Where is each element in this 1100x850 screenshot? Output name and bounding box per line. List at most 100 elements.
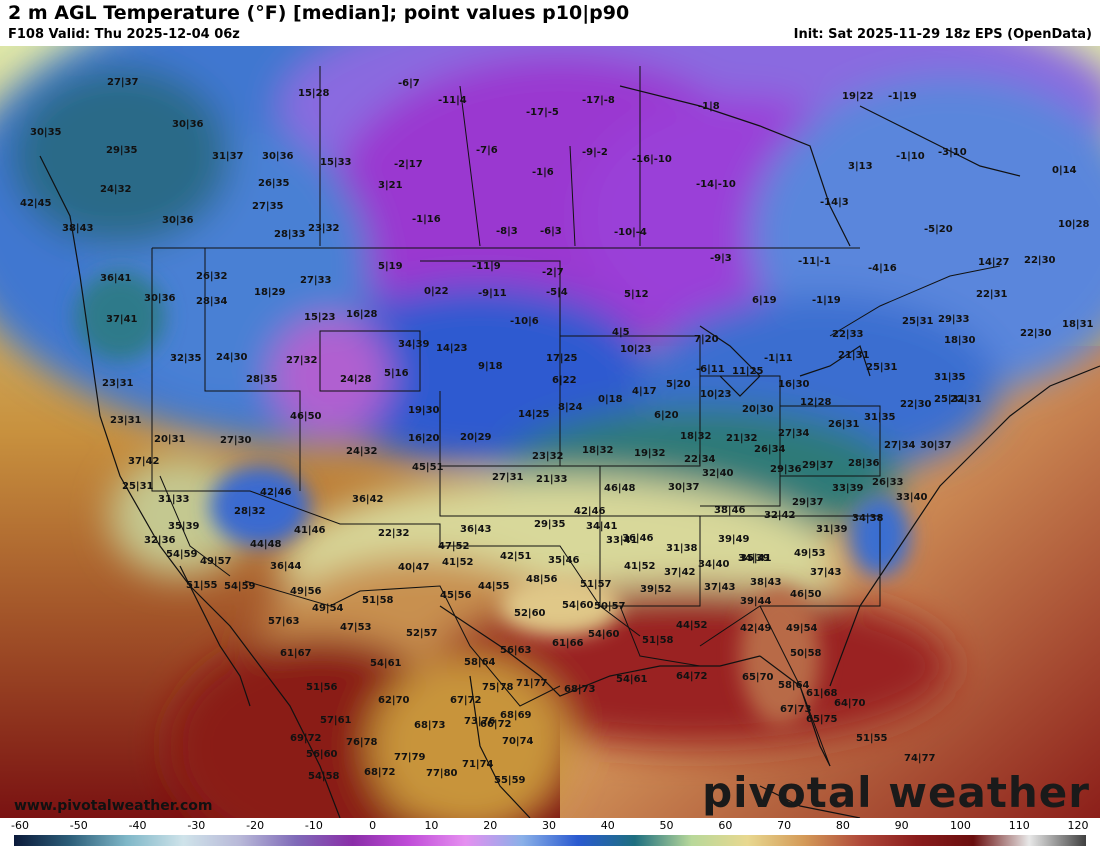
point-value: 45|56 <box>440 590 472 601</box>
point-value: 52|57 <box>406 628 438 639</box>
watermark: pivotal weather <box>702 768 1090 817</box>
point-value: 42|46 <box>574 506 606 517</box>
point-value: 24|30 <box>216 352 248 363</box>
point-value: -1|8 <box>698 101 720 112</box>
point-value: 42|46 <box>260 487 292 498</box>
colorbar-gradient <box>14 835 1086 846</box>
source-url[interactable]: www.pivotalweather.com <box>14 798 213 814</box>
point-value: 5|12 <box>624 289 649 300</box>
valid-time: F108 Valid: Thu 2025-12-04 06z <box>8 27 240 42</box>
colorbar-label: -20 <box>246 819 265 832</box>
point-value: 23|31 <box>110 415 142 426</box>
point-value: 54|60 <box>588 629 620 640</box>
colorbar-label: 20 <box>483 819 498 832</box>
point-value: 20|31 <box>154 434 186 445</box>
point-value: 42|49 <box>740 623 772 634</box>
temperature-fill <box>0 46 1100 818</box>
point-value: 42|51 <box>500 551 532 562</box>
point-value: 54|61 <box>616 674 648 685</box>
point-value: 57|63 <box>268 616 300 627</box>
point-value: -6|11 <box>696 364 725 375</box>
point-values: 27|37 15|28 -6|7 -17|-8 -1|8 19|22 -1|19… <box>20 77 1094 786</box>
point-value: 25|31 <box>934 394 966 405</box>
colorbar-label: 50 <box>659 819 674 832</box>
colorbar-label: -10 <box>304 819 323 832</box>
point-value: 32|36 <box>144 535 176 546</box>
point-value: 18|30 <box>944 335 976 346</box>
point-value: 31|39 <box>816 524 848 535</box>
point-value: 20|29 <box>460 432 492 443</box>
point-value: 68|72 <box>364 767 396 778</box>
point-value: 34|41 <box>586 521 618 532</box>
point-value: 54|59 <box>166 549 198 560</box>
point-value: 4|17 <box>632 386 657 397</box>
point-value: 22|31 <box>976 289 1008 300</box>
point-value: 41|52 <box>624 561 656 572</box>
point-value: 11|25 <box>732 366 764 377</box>
point-value: 49|53 <box>794 548 826 559</box>
point-value: 56|63 <box>500 645 532 656</box>
point-value: 49|56 <box>290 586 322 597</box>
point-value: -1|19 <box>812 295 841 306</box>
point-value: -10|-4 <box>614 227 647 238</box>
point-value: -1|10 <box>896 151 925 162</box>
point-value: 27|34 <box>884 440 916 451</box>
point-value: 9|18 <box>478 361 503 372</box>
point-value: 26|34 <box>754 444 786 455</box>
point-value: 76|78 <box>346 737 378 748</box>
point-value: 66|72 <box>480 719 512 730</box>
point-value: 23|32 <box>308 223 340 234</box>
point-value: 14|27 <box>978 257 1010 268</box>
point-value: -8|3 <box>496 226 518 237</box>
point-value: 32|40 <box>702 468 734 479</box>
point-value: 22|31 <box>950 394 982 405</box>
colorbar-label: -50 <box>69 819 88 832</box>
point-value: 24|32 <box>100 184 132 195</box>
point-value: 16|30 <box>778 379 810 390</box>
point-value: -10|6 <box>510 316 539 327</box>
point-value: 32|35 <box>170 353 202 364</box>
point-value: 25|31 <box>902 316 934 327</box>
point-value: 39|44 <box>740 596 772 607</box>
point-value: 28|34 <box>196 296 228 307</box>
point-value: 70|74 <box>502 736 534 747</box>
point-value: 54|61 <box>370 658 402 669</box>
point-value: 21|32 <box>726 433 758 444</box>
point-value: 38|46 <box>714 505 746 516</box>
point-value: 29|36 <box>770 464 802 475</box>
point-value: 46|48 <box>604 483 636 494</box>
point-value: 47|52 <box>438 541 470 552</box>
point-value: -6|7 <box>398 78 420 89</box>
point-value: 41|52 <box>442 557 474 568</box>
point-value: 57|61 <box>320 715 352 726</box>
point-value: 61|68 <box>806 688 838 699</box>
point-value: 10|28 <box>1058 219 1090 230</box>
point-value: 18|32 <box>680 431 712 442</box>
colorbar-label: 30 <box>542 819 556 832</box>
colorbar-label: 0 <box>369 819 377 832</box>
point-value: 35|46 <box>548 555 580 566</box>
point-value: 19|30 <box>408 405 440 416</box>
point-value: 61|66 <box>552 638 584 649</box>
point-value: -9|11 <box>478 288 507 299</box>
point-value: 5|19 <box>378 261 403 272</box>
point-value: -11|4 <box>438 95 467 106</box>
point-value: 3|21 <box>378 180 403 191</box>
point-value: 27|32 <box>286 355 318 366</box>
point-value: 4|5 <box>612 327 630 338</box>
point-value: 58|64 <box>778 680 810 691</box>
point-value: 27|33 <box>300 275 332 286</box>
temperature-map[interactable]: 27|37 15|28 -6|7 -17|-8 -1|8 19|22 -1|19… <box>0 46 1100 818</box>
point-value: 10|23 <box>700 389 732 400</box>
point-value: 24|32 <box>346 446 378 457</box>
point-value: -2|17 <box>394 159 423 170</box>
point-value: 30|37 <box>668 482 700 493</box>
point-value: 22|30 <box>900 399 932 410</box>
point-value: 14|23 <box>436 343 468 354</box>
point-value: 37|43 <box>810 567 842 578</box>
point-value: 16|20 <box>408 433 440 444</box>
point-value: 20|30 <box>742 404 774 415</box>
point-value: -2|7 <box>542 267 564 278</box>
colorbar-label: 80 <box>835 819 850 832</box>
point-value: -9|3 <box>710 253 732 264</box>
